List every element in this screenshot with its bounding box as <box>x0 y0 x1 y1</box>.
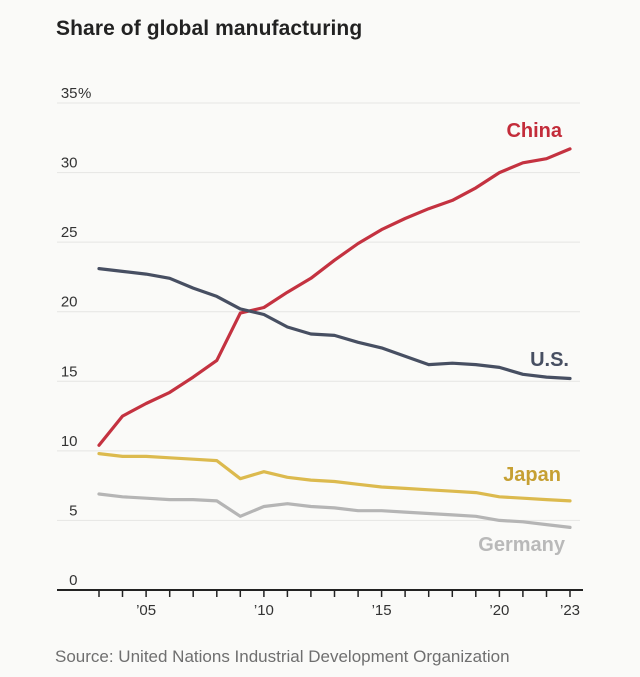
series-line-japan <box>97 452 572 503</box>
y-tick-label: 5 <box>69 502 77 519</box>
y-tick-label: 0 <box>69 572 77 589</box>
series-line-us <box>97 267 572 381</box>
series-label-china: China <box>506 120 562 142</box>
y-tick-label: 25 <box>61 224 78 241</box>
series-label-japan: Japan <box>503 464 561 486</box>
source-attribution: Source: United Nations Industrial Develo… <box>55 647 510 666</box>
series-label-us: U.S. <box>530 349 569 371</box>
series-label-germany: Germany <box>478 534 566 556</box>
y-tick-label: 10 <box>61 433 78 450</box>
y-tick-label: 20 <box>61 294 78 311</box>
y-tick-label: 15 <box>61 363 78 380</box>
x-tick-label: ’23 <box>560 602 580 619</box>
y-tick-label: 35 <box>61 85 78 102</box>
x-tick-label: ’15 <box>372 602 392 619</box>
x-tick-label: ’10 <box>254 602 274 619</box>
x-tick-label: ’20 <box>489 602 509 619</box>
series-line-china <box>97 147 572 447</box>
y-tick-unit: % <box>78 85 91 102</box>
y-tick-label: 30 <box>61 155 78 172</box>
series-line-germany <box>97 492 572 530</box>
x-tick-label: ’05 <box>136 602 156 619</box>
chart-title: Share of global manufacturing <box>56 17 363 40</box>
